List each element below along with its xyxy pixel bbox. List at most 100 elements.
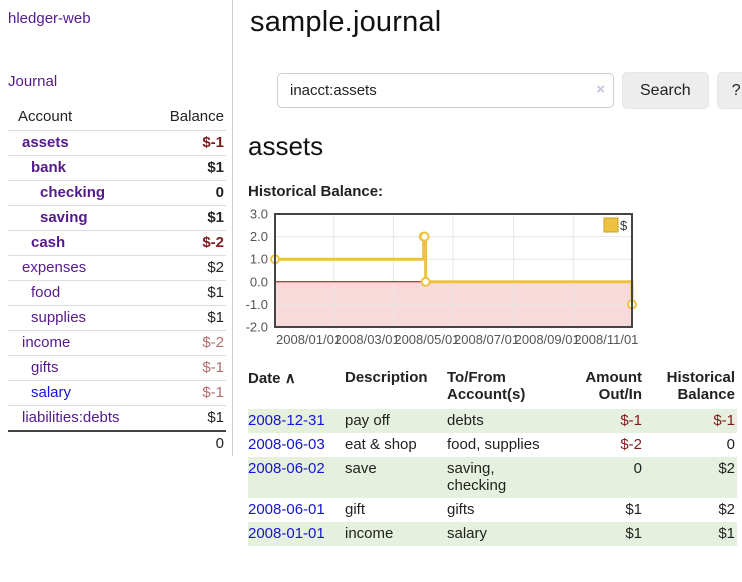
accounts-total-row: 0 <box>8 431 226 456</box>
register-balance: 0 <box>726 436 735 453</box>
register-description: eat & shop <box>345 436 417 453</box>
account-row-food: food $1 <box>8 280 226 306</box>
clear-search-icon[interactable]: × <box>596 81 605 98</box>
svg-text:2.0: 2.0 <box>250 229 268 244</box>
account-link-income[interactable]: income <box>22 334 71 351</box>
account-balance: $-1 <box>202 134 224 151</box>
register-balance: $-1 <box>713 412 735 429</box>
register-row: 2008-06-02 save saving, checking 0 $2 <box>248 457 737 498</box>
accounts-header-balance: Balance <box>169 108 224 125</box>
account-balance: $1 <box>207 409 224 426</box>
account-link-checking[interactable]: checking <box>40 184 106 201</box>
account-balance: $-2 <box>202 234 224 251</box>
svg-text:2008/01/01: 2008/01/01 <box>276 332 341 347</box>
account-balance: $-1 <box>202 359 224 376</box>
account-row-salary: salary $-1 <box>8 380 226 406</box>
help-button[interactable]: ? <box>716 72 742 109</box>
register-accounts: gifts <box>447 501 475 518</box>
account-row-assets: assets $-1 <box>8 130 226 156</box>
account-balance: 0 <box>215 184 224 201</box>
register-header-accounts: To/From Account(s) <box>447 369 526 403</box>
app-title-link[interactable]: hledger-web <box>8 10 91 27</box>
account-balance: $-1 <box>202 384 224 401</box>
register-date-link[interactable]: 2008-12-31 <box>248 412 325 429</box>
register-amount: $1 <box>625 525 642 542</box>
account-row-liabilities-debts: liabilities:debts $1 <box>8 405 226 432</box>
svg-text:3.0: 3.0 <box>250 207 268 222</box>
sort-ascending-icon: ∧ <box>284 370 296 387</box>
main-content: sample.journal × Search ? assets Histori… <box>246 0 742 546</box>
accounts-header-row: Account Balance <box>8 104 226 131</box>
register-header-date-label: Date <box>248 370 281 387</box>
register-accounts: saving, checking <box>447 460 507 494</box>
register-row: 2008-06-01 gift gifts $1 $2 <box>248 498 737 522</box>
sidebar-item-journal[interactable]: Journal <box>8 73 58 90</box>
account-link-food[interactable]: food <box>31 284 61 301</box>
account-balance: $1 <box>207 309 224 326</box>
register-description: gift <box>345 501 366 518</box>
app-window: hledger-web Journal Account Balance asse… <box>0 0 742 546</box>
svg-text:2008/09/01: 2008/09/01 <box>515 332 580 347</box>
register-header-description: Description <box>345 369 428 386</box>
accounts-header-account: Account <box>18 108 73 125</box>
register-row: 2008-01-01 income salary $1 $1 <box>248 522 737 546</box>
account-link-cash[interactable]: cash <box>31 234 66 251</box>
register-amount: $-1 <box>620 412 642 429</box>
register-description: income <box>345 525 394 542</box>
account-link-liabilities-debts[interactable]: liabilities:debts <box>22 409 120 426</box>
sidebar: hledger-web Journal Account Balance asse… <box>0 0 233 456</box>
register-row: 2008-06-03 eat & shop food, supplies $-2… <box>248 433 737 457</box>
register-date-link[interactable]: 2008-06-02 <box>248 460 325 477</box>
register-accounts: food, supplies <box>447 436 540 453</box>
account-link-assets[interactable]: assets <box>22 134 69 151</box>
account-balance: $1 <box>207 159 224 176</box>
balance-chart[interactable]: $3.0 2.0 1.0 0.0 -1.0 -2.0 2008/01/012008/03/0… <box>242 206 654 348</box>
register-description: pay off <box>345 412 390 429</box>
page-title: sample.journal <box>250 6 442 38</box>
svg-text:-1.0: -1.0 <box>246 297 268 312</box>
register-header-date[interactable]: Date ∧ <box>248 369 345 409</box>
account-link-expenses[interactable]: expenses <box>22 259 87 276</box>
register-amount: 0 <box>633 460 642 477</box>
svg-text:2008/05/01: 2008/05/01 <box>394 332 459 347</box>
chart-title: Historical Balance: <box>248 183 384 200</box>
register-amount: $-2 <box>620 436 642 453</box>
accounts-table: Account Balance assets $-1 bank $1 check… <box>8 104 226 456</box>
account-link-bank[interactable]: bank <box>31 159 67 176</box>
svg-text:0.0: 0.0 <box>250 274 268 289</box>
register-accounts: salary <box>447 525 488 542</box>
register-date-link[interactable]: 2008-06-01 <box>248 501 325 518</box>
account-link-gifts[interactable]: gifts <box>31 359 59 376</box>
svg-text:1.0: 1.0 <box>250 252 268 267</box>
account-link-supplies[interactable]: supplies <box>31 309 87 326</box>
register-amount: $1 <box>625 501 642 518</box>
register-table: Date ∧ Description To/From Account(s) Am… <box>248 369 737 546</box>
svg-text:$: $ <box>620 218 628 233</box>
svg-text:2008/03/01: 2008/03/01 <box>335 332 400 347</box>
register-balance: $2 <box>718 460 735 477</box>
register-balance: $2 <box>718 501 735 518</box>
account-row-saving: saving $1 <box>8 205 226 231</box>
register-date-link[interactable]: 2008-01-01 <box>248 525 325 542</box>
account-balance: $1 <box>207 209 224 226</box>
accounts-total-balance: 0 <box>215 435 224 452</box>
account-row-gifts: gifts $-1 <box>8 355 226 381</box>
svg-text:2008/07/01: 2008/07/01 <box>454 332 519 347</box>
account-row-supplies: supplies $1 <box>8 305 226 331</box>
account-balance: $1 <box>207 284 224 301</box>
account-row-income: income $-2 <box>8 330 226 356</box>
account-balance: $2 <box>207 259 224 276</box>
register-header-amount: Amount Out/In <box>585 369 642 403</box>
register-date-link[interactable]: 2008-06-03 <box>248 436 325 453</box>
search-input[interactable] <box>277 73 614 108</box>
search-button[interactable]: Search <box>622 72 709 109</box>
register-row: 2008-12-31 pay off debts $-1 $-1 <box>248 409 737 433</box>
register-description: save <box>345 460 377 477</box>
account-balance: $-2 <box>202 334 224 351</box>
account-row-cash: cash $-2 <box>8 230 226 256</box>
account-row-bank: bank $1 <box>8 155 226 181</box>
account-row-expenses: expenses $2 <box>8 255 226 281</box>
account-link-saving[interactable]: saving <box>40 209 88 226</box>
account-link-salary[interactable]: salary <box>31 384 72 401</box>
register-header-balance: Historical Balance <box>666 369 735 403</box>
